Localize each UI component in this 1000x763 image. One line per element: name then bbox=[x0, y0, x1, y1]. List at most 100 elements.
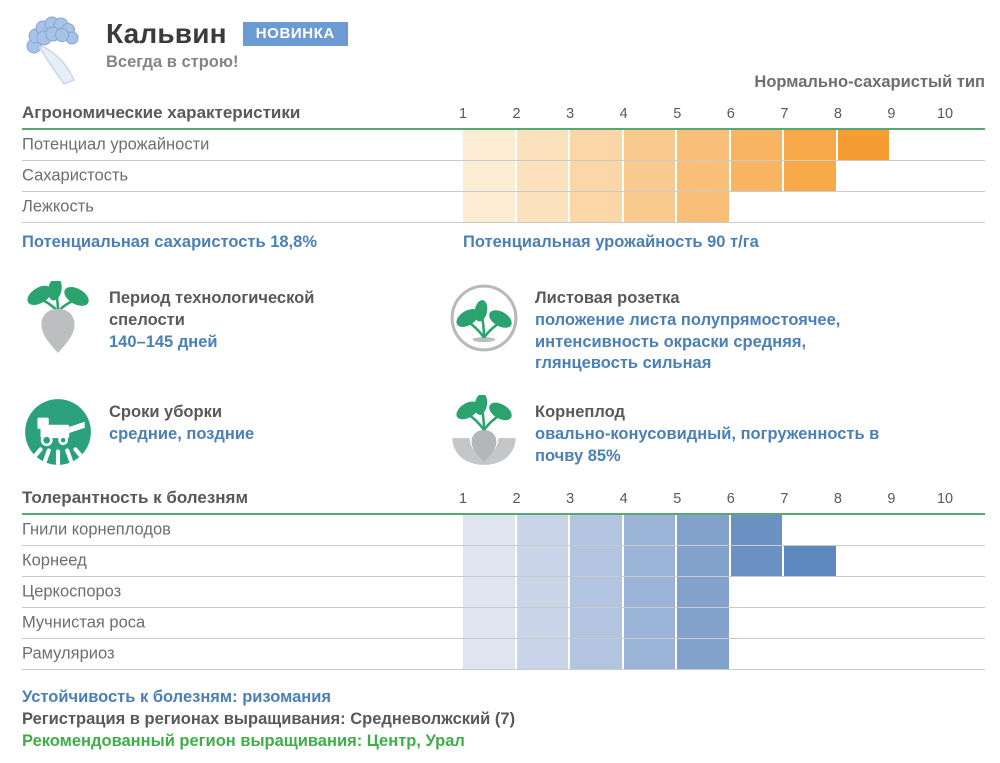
registration-note: Регистрация в регионах выращивания: Сред… bbox=[22, 710, 516, 729]
bar-cell bbox=[730, 515, 783, 546]
feature-title: Период технологической спелости bbox=[109, 289, 315, 329]
row-label: Сахаристость bbox=[22, 166, 129, 185]
bar-cell bbox=[677, 161, 729, 191]
bar-cell bbox=[570, 546, 622, 577]
axis-tick: 6 bbox=[726, 106, 735, 122]
chart-row: Церкоспороз bbox=[22, 577, 985, 609]
axis-ticks: 1 2 3 4 5 6 7 8 9 10 bbox=[459, 491, 973, 508]
highlights: Потенциальная сахаристость 18,8% Потенци… bbox=[22, 233, 985, 255]
header: Кальвин НОВИНКА Всегда в строю! Нормальн… bbox=[22, 12, 985, 98]
axis-tick: 1 bbox=[458, 106, 468, 122]
chart-row: Потенциал урожайности bbox=[22, 130, 985, 161]
bar-cell bbox=[623, 192, 676, 222]
bar bbox=[463, 161, 836, 191]
axis-tick: 6 bbox=[726, 491, 735, 508]
bar-cell bbox=[623, 130, 676, 160]
bar-cell bbox=[516, 577, 569, 608]
section-title: Толерантность к болезням bbox=[22, 488, 249, 508]
bar-cell bbox=[784, 546, 836, 577]
bar-cell bbox=[677, 546, 729, 577]
sugar-type-label: Нормально-сахаристый тип bbox=[754, 73, 985, 91]
footer-notes: Устойчивость к болезням: ризомания Регис… bbox=[22, 686, 985, 752]
row-label: Мучнистая роса bbox=[22, 613, 146, 632]
bar-cell bbox=[516, 161, 569, 191]
bar-cell bbox=[677, 192, 729, 222]
feature-detail: 140–145 дней bbox=[109, 332, 218, 351]
beet-icon bbox=[27, 281, 89, 353]
axis-tick: 10 bbox=[936, 106, 954, 122]
chart-rows: Гнили корнеплодов Корнеед Церкоспороз Мучни… bbox=[22, 513, 985, 671]
bar-cell bbox=[677, 608, 729, 639]
bar-cell bbox=[463, 161, 515, 191]
bar-cell bbox=[463, 192, 515, 222]
bar bbox=[463, 639, 729, 670]
axis-tick: 3 bbox=[566, 106, 575, 122]
feature-maturity: Период технологической спелости 140–145 … bbox=[22, 281, 448, 375]
bar-cell bbox=[516, 546, 569, 577]
chart-row: Гнили корнеплодов bbox=[22, 515, 985, 547]
bar-cell bbox=[463, 546, 515, 577]
axis-tick: 4 bbox=[619, 106, 628, 122]
leaf-rosette-icon bbox=[450, 284, 518, 352]
row-label: Потенциал урожайности bbox=[22, 135, 210, 154]
axis-tick: 9 bbox=[887, 106, 896, 122]
bar bbox=[463, 608, 729, 639]
bar-cell bbox=[570, 515, 622, 546]
bar-cell bbox=[463, 639, 515, 670]
bar-cell bbox=[516, 608, 569, 639]
new-badge: НОВИНКА bbox=[242, 22, 348, 46]
bar-cell bbox=[730, 161, 783, 191]
bar-cell bbox=[730, 546, 783, 577]
recommended-note: Рекомендованный регион выращивания: Цент… bbox=[22, 732, 465, 751]
bar-cell bbox=[784, 161, 836, 191]
axis-tick: 2 bbox=[512, 106, 521, 122]
bar-cell bbox=[463, 130, 515, 160]
axis-tick: 5 bbox=[673, 491, 682, 508]
bar-cell bbox=[677, 577, 729, 608]
feature-detail: положение листа полупрямостоячее, интенс… bbox=[535, 310, 841, 373]
bar-cell bbox=[837, 130, 890, 160]
bar-cell bbox=[516, 515, 569, 546]
row-label: Лежкость bbox=[22, 197, 94, 216]
axis-tick: 7 bbox=[780, 106, 789, 122]
row-label: Рамуляриоз bbox=[22, 644, 115, 663]
harvester-icon bbox=[25, 399, 91, 465]
feature-root: Корнеплод овально-конусовидный, погружен… bbox=[448, 395, 985, 469]
bar-cell bbox=[623, 577, 676, 608]
axis-tick: 5 bbox=[673, 106, 682, 122]
bar bbox=[463, 577, 729, 608]
feature-title: Листовая розетка bbox=[535, 289, 680, 307]
axis-tick: 7 bbox=[780, 491, 789, 508]
bar-cell bbox=[570, 192, 622, 222]
bar bbox=[463, 192, 729, 222]
axis-tick: 4 bbox=[619, 491, 628, 508]
section-header: Толерантность к болезням 1 2 3 4 5 6 7 8 9 10 bbox=[22, 483, 985, 513]
chart-row: Рамуляриоз bbox=[22, 639, 985, 671]
axis-tick: 3 bbox=[566, 491, 575, 508]
bar-cell bbox=[623, 639, 676, 670]
potential-yield-text: Потенциальная урожайность 90 т/га bbox=[463, 233, 759, 251]
bar-cell bbox=[516, 192, 569, 222]
bar bbox=[463, 515, 783, 546]
feature-rosette: Листовая розетка положение листа полупря… bbox=[448, 281, 985, 375]
axis-tick: 10 bbox=[936, 491, 954, 508]
bar-cell bbox=[623, 608, 676, 639]
chart-row: Корнеед bbox=[22, 546, 985, 578]
axis-tick: 9 bbox=[887, 491, 896, 508]
feature-detail: овально-конусовидный, погруженность в по… bbox=[535, 424, 880, 465]
chart-row: Лежкость bbox=[22, 192, 985, 223]
root-icon bbox=[452, 395, 516, 465]
axis-tick: 8 bbox=[833, 491, 842, 508]
bar-cell bbox=[570, 161, 622, 191]
axis-tick: 8 bbox=[833, 106, 842, 122]
bar-cell bbox=[730, 130, 783, 160]
tagline: Всегда в строю! bbox=[106, 53, 239, 71]
bar-cell bbox=[516, 130, 569, 160]
disease-chart: Толерантность к болезням 1 2 3 4 5 6 7 8 9 10 Гни… bbox=[22, 483, 985, 671]
feature-detail: средние, поздние bbox=[109, 424, 255, 443]
feature-title: Сроки уборки bbox=[109, 403, 222, 422]
bar-cell bbox=[677, 639, 729, 670]
feature-title: Корнеплод bbox=[535, 403, 625, 422]
